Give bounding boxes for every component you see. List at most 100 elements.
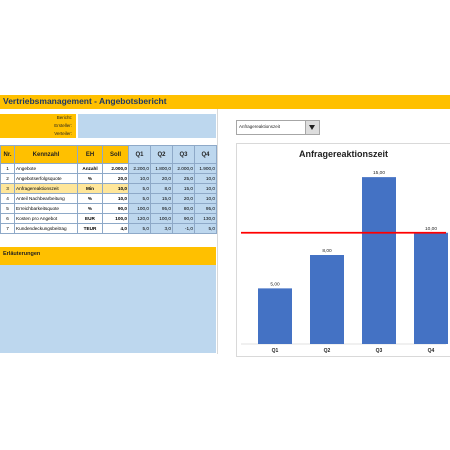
bar-q3 bbox=[362, 177, 396, 344]
data-label-q4: 10,00 bbox=[425, 226, 437, 232]
cell-q2: 100,0 bbox=[150, 213, 173, 224]
cell-eh: % bbox=[77, 203, 103, 214]
cell-q4: 10,0 bbox=[194, 173, 217, 184]
chevron-down-icon bbox=[309, 125, 315, 130]
cell-eh: TEUR bbox=[77, 223, 103, 234]
header-q4: Q4 bbox=[194, 145, 217, 164]
cell-nr: 6 bbox=[0, 213, 15, 224]
cell-q1: 120,0 bbox=[128, 213, 151, 224]
table-row[interactable]: 6 Kosten pro Angebot EUR 100,0 120,0 100… bbox=[0, 213, 217, 224]
cell-kennzahl: Kosten pro Angebot bbox=[14, 213, 78, 224]
meta-label-verteiler: Verteiler: bbox=[54, 131, 72, 136]
header-soll: Soll bbox=[102, 145, 129, 164]
data-label-q3: 15,00 bbox=[373, 170, 385, 176]
table-header-row: Nr. Kennzahl EH Soll Q1 Q2 Q3 Q4 bbox=[0, 145, 217, 164]
cell-nr: 1 bbox=[0, 163, 15, 174]
table-row[interactable]: 5 Erreichbarkeitsquote % 90,0 100,0 95,0… bbox=[0, 203, 217, 214]
cell-q1: 2.200,0 bbox=[128, 163, 151, 174]
cell-soll: 4,0 bbox=[102, 223, 129, 234]
pane-divider bbox=[217, 109, 218, 354]
header-nr: Nr. bbox=[0, 145, 15, 164]
cell-soll: 100,0 bbox=[102, 213, 129, 224]
bar-q4 bbox=[414, 232, 448, 344]
cell-kennzahl: Erreichbarkeitsquote bbox=[14, 203, 78, 214]
cell-nr: 7 bbox=[0, 223, 15, 234]
cell-q3: -1,0 bbox=[172, 223, 195, 234]
header-q3: Q3 bbox=[172, 145, 195, 164]
x-tick-label-q4: Q4 bbox=[428, 348, 435, 354]
x-tick-label-q1: Q1 bbox=[272, 348, 279, 354]
cell-soll: 10,0 bbox=[102, 193, 129, 204]
cell-q4: 130,0 bbox=[194, 213, 217, 224]
notes-header: Erläuterungen bbox=[0, 247, 216, 265]
header-kennzahl: Kennzahl bbox=[14, 145, 78, 164]
table-row[interactable]: 1 Angebote Anzahl 2.000,0 2.200,0 1.800,… bbox=[0, 163, 217, 174]
bar-chart: Anfragereaktionszeit 5,00 Q1 8,00 Q2 15,00 Q3… bbox=[241, 149, 448, 354]
cell-kennzahl: Kundendeckungsbeitrag bbox=[14, 223, 78, 234]
kpi-selector-value: Anfragereaktionszeit bbox=[239, 124, 281, 129]
meta-row-bericht: Bericht: bbox=[0, 114, 216, 123]
report-title-bar: Vertriebsmanagement - Angebotsbericht bbox=[0, 95, 450, 109]
cell-q2: 20,0 bbox=[150, 173, 173, 184]
cell-q2: 15,0 bbox=[150, 193, 173, 204]
table-row-selected[interactable]: 3 Anfragereaktionszeit Min 10,0 5,0 8,0 … bbox=[0, 183, 217, 194]
cell-eh: Min bbox=[77, 183, 103, 194]
cell-q3: 80,0 bbox=[172, 203, 195, 214]
cell-q3: 25,0 bbox=[172, 173, 195, 184]
cell-q4: 10,0 bbox=[194, 193, 217, 204]
dropdown-button[interactable] bbox=[305, 121, 319, 134]
cell-eh: EUR bbox=[77, 213, 103, 224]
cell-nr: 3 bbox=[0, 183, 15, 194]
cell-soll: 2.000,0 bbox=[102, 163, 129, 174]
header-eh: EH bbox=[77, 145, 103, 164]
cell-soll: 90,0 bbox=[102, 203, 129, 214]
cell-kennzahl: Anfragereaktionszeit bbox=[14, 183, 78, 194]
x-tick-label-q3: Q3 bbox=[376, 348, 383, 354]
data-label-q2: 8,00 bbox=[322, 248, 332, 254]
chart-title: Anfragereaktionszeit bbox=[299, 149, 388, 159]
bar-q2 bbox=[310, 255, 344, 344]
notes-title: Erläuterungen bbox=[3, 251, 41, 257]
header-q2: Q2 bbox=[150, 145, 173, 164]
meta-input-verteiler[interactable] bbox=[78, 130, 216, 139]
cell-eh: % bbox=[77, 173, 103, 184]
cell-q1: 100,0 bbox=[128, 203, 151, 214]
chart-panel: Anfragereaktionszeit 5,00 Q1 8,00 Q2 15,00 Q3… bbox=[236, 143, 450, 357]
cell-q1: 5,0 bbox=[128, 193, 151, 204]
cell-q1: 5,0 bbox=[128, 223, 151, 234]
kpi-table: Nr. Kennzahl EH Soll Q1 Q2 Q3 Q4 1 Angeb… bbox=[0, 145, 217, 234]
table-row[interactable]: 4 Anteil Nachbearbeitung % 10,0 5,0 15,0… bbox=[0, 193, 217, 204]
cell-q2: 1.800,0 bbox=[150, 163, 173, 174]
cell-soll: 10,0 bbox=[102, 183, 129, 194]
cell-q4: 10,0 bbox=[194, 183, 217, 194]
cell-q2: 8,0 bbox=[150, 183, 173, 194]
cell-q2: 3,0 bbox=[150, 223, 173, 234]
cell-q1: 5,0 bbox=[128, 183, 151, 194]
data-label-q1: 5,00 bbox=[270, 281, 280, 287]
cell-kennzahl: Anteil Nachbearbeitung bbox=[14, 193, 78, 204]
cell-q4: 5,0 bbox=[194, 223, 217, 234]
cell-kennzahl: Angebotserfolgsquote bbox=[14, 173, 78, 184]
x-tick-label-q2: Q2 bbox=[324, 348, 331, 354]
meta-row-verteiler: Verteiler: bbox=[0, 130, 216, 139]
cell-q1: 10,0 bbox=[128, 173, 151, 184]
cell-q4: 95,0 bbox=[194, 203, 217, 214]
cell-soll: 20,0 bbox=[102, 173, 129, 184]
cell-eh: Anzahl bbox=[77, 163, 103, 174]
cell-q3: 15,0 bbox=[172, 183, 195, 194]
cell-q2: 95,0 bbox=[150, 203, 173, 214]
cell-nr: 4 bbox=[0, 193, 15, 204]
cell-nr: 5 bbox=[0, 203, 15, 214]
cell-q3: 20,0 bbox=[172, 193, 195, 204]
header-q1: Q1 bbox=[128, 145, 151, 164]
notes-textarea[interactable] bbox=[0, 265, 216, 353]
kpi-selector-dropdown[interactable]: Anfragereaktionszeit bbox=[236, 120, 320, 135]
cell-q4: 1.900,0 bbox=[194, 163, 217, 174]
table-row[interactable]: 2 Angebotserfolgsquote % 20,0 10,0 20,0 … bbox=[0, 173, 217, 184]
cell-eh: % bbox=[77, 193, 103, 204]
table-row[interactable]: 7 Kundendeckungsbeitrag TEUR 4,0 5,0 3,0… bbox=[0, 223, 217, 234]
cell-kennzahl: Angebote bbox=[14, 163, 78, 174]
cell-q3: 90,0 bbox=[172, 213, 195, 224]
bar-q1 bbox=[258, 288, 292, 344]
cell-q3: 2.000,0 bbox=[172, 163, 195, 174]
